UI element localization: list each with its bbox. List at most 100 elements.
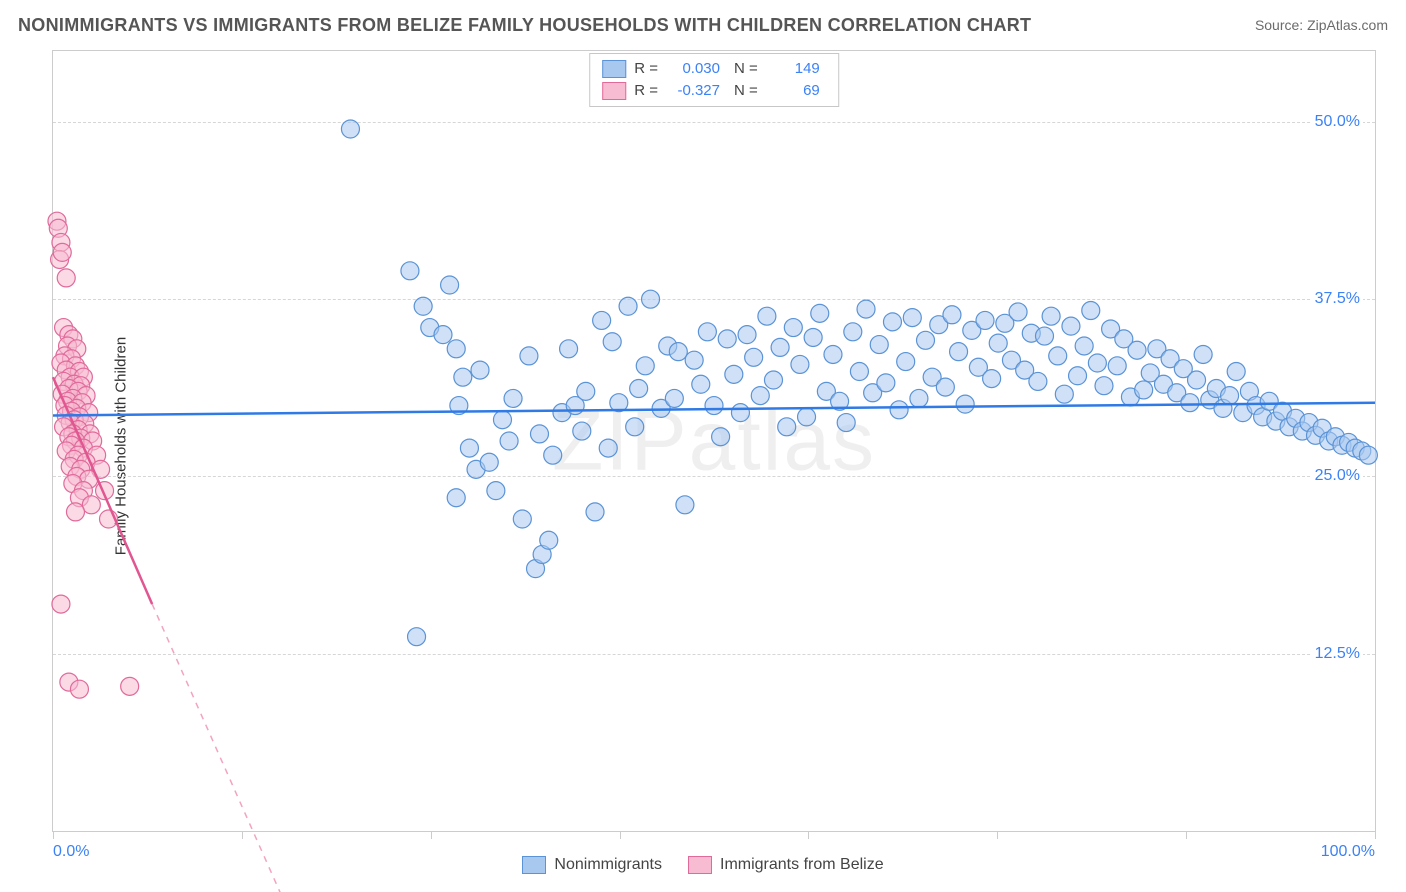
data-point (586, 503, 604, 521)
data-point (1049, 347, 1067, 365)
data-point (460, 439, 478, 457)
scatter-plot (53, 51, 1375, 831)
data-point (500, 432, 518, 450)
data-point (910, 389, 928, 407)
correlation-legend: R = 0.030 N = 149 R = -0.327 N = 69 (589, 53, 839, 107)
r-value-blue: 0.030 (666, 58, 726, 80)
data-point (1055, 385, 1073, 403)
data-point (804, 328, 822, 346)
data-point (917, 331, 935, 349)
data-point (950, 343, 968, 361)
data-point (877, 374, 895, 392)
data-point (718, 330, 736, 348)
series-legend: Nonimmigrants Immigrants from Belize (0, 856, 1406, 874)
data-point (870, 336, 888, 354)
data-point (956, 395, 974, 413)
data-point (441, 276, 459, 294)
data-point (1069, 367, 1087, 385)
data-point (1227, 363, 1245, 381)
n-value-blue: 149 (766, 58, 826, 80)
data-point (642, 290, 660, 308)
swatch-blue (522, 856, 546, 874)
data-point (53, 243, 71, 261)
data-point (837, 414, 855, 432)
data-point (725, 365, 743, 383)
data-point (544, 446, 562, 464)
x-tick (431, 831, 432, 839)
data-point (897, 353, 915, 371)
data-point (1082, 302, 1100, 320)
data-point (758, 307, 776, 325)
source-label: Source: ZipAtlas.com (1255, 17, 1388, 33)
data-point (341, 120, 359, 138)
data-point (771, 338, 789, 356)
data-point (778, 418, 796, 436)
data-point (857, 300, 875, 318)
r-value-pink: -0.327 (666, 80, 726, 102)
data-point (850, 363, 868, 381)
data-point (52, 595, 70, 613)
data-point (401, 262, 419, 280)
data-point (493, 411, 511, 429)
data-point (471, 361, 489, 379)
data-point (434, 326, 452, 344)
data-point (1009, 303, 1027, 321)
x-tick (242, 831, 243, 839)
r-label: R = (634, 80, 658, 102)
data-point (1135, 381, 1153, 399)
data-point (1194, 345, 1212, 363)
data-point (989, 334, 1007, 352)
data-point (824, 345, 842, 363)
data-point (943, 306, 961, 324)
data-point (414, 297, 432, 315)
data-point (454, 368, 472, 386)
x-tick (620, 831, 621, 839)
data-point (1188, 371, 1206, 389)
data-point (593, 311, 611, 329)
data-point (1108, 357, 1126, 375)
data-point (1029, 372, 1047, 390)
legend-label: Immigrants from Belize (720, 856, 884, 874)
data-point (883, 313, 901, 331)
data-point (692, 375, 710, 393)
data-point (712, 428, 730, 446)
data-point (520, 347, 538, 365)
swatch-blue (602, 60, 626, 78)
data-point (560, 340, 578, 358)
n-value-pink: 69 (766, 80, 826, 102)
legend-item-immigrants: Immigrants from Belize (688, 856, 884, 874)
data-point (1221, 387, 1239, 405)
legend-row-nonimmigrants: R = 0.030 N = 149 (602, 58, 826, 80)
data-point (636, 357, 654, 375)
data-point (751, 387, 769, 405)
data-point (513, 510, 531, 528)
data-point (540, 531, 558, 549)
data-point (573, 422, 591, 440)
data-point (1088, 354, 1106, 372)
swatch-pink (602, 82, 626, 100)
data-point (665, 389, 683, 407)
data-point (1062, 317, 1080, 335)
data-point (530, 425, 548, 443)
data-point (936, 378, 954, 396)
data-point (669, 343, 687, 361)
data-point (121, 677, 139, 695)
data-point (685, 351, 703, 369)
data-point (619, 297, 637, 315)
data-point (1128, 341, 1146, 359)
data-point (577, 382, 595, 400)
data-point (626, 418, 644, 436)
title-bar: NONIMMIGRANTS VS IMMIGRANTS FROM BELIZE … (18, 10, 1388, 40)
data-point (903, 309, 921, 327)
data-point (504, 389, 522, 407)
data-point (408, 628, 426, 646)
legend-row-immigrants: R = -0.327 N = 69 (602, 80, 826, 102)
data-point (784, 319, 802, 337)
data-point (811, 304, 829, 322)
data-point (599, 439, 617, 457)
x-tick (53, 831, 54, 839)
data-point (976, 311, 994, 329)
data-point (1359, 446, 1377, 464)
data-point (731, 404, 749, 422)
data-point (66, 503, 84, 521)
